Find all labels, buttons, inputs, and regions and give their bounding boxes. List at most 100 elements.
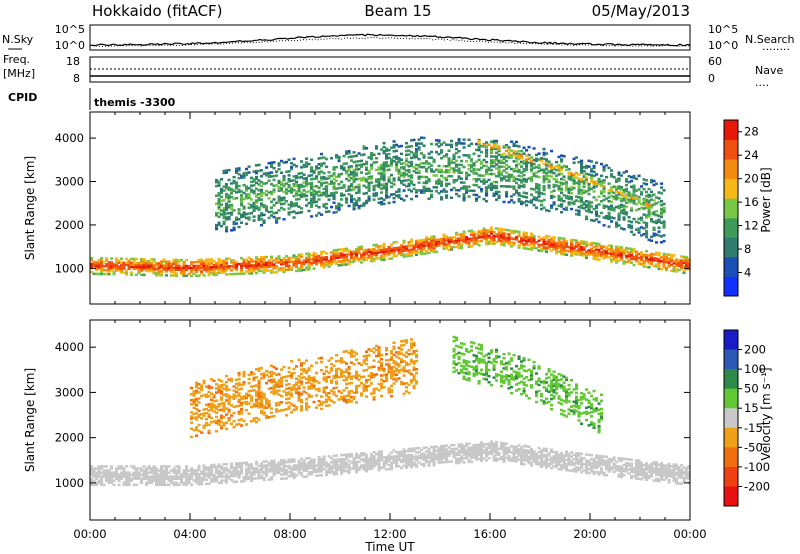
echo-cell <box>342 247 346 251</box>
echo-cell <box>460 443 464 446</box>
echo-cell <box>450 161 454 164</box>
echo-cell <box>565 196 569 200</box>
echo-cell <box>97 264 101 268</box>
echo-cell <box>90 262 94 266</box>
echo-cell <box>550 190 554 194</box>
echo-cell <box>115 267 119 270</box>
echo-cell <box>492 450 496 454</box>
echo-cell <box>412 251 416 255</box>
echo-cell <box>307 463 311 466</box>
echo-cell <box>480 144 484 148</box>
echo-cell <box>175 471 179 474</box>
echo-cell <box>335 206 339 210</box>
echo-cell <box>442 164 446 168</box>
echo-cell <box>207 270 211 273</box>
echo-cell <box>362 202 366 205</box>
echo-cell <box>680 267 684 270</box>
echo-cell <box>535 452 539 456</box>
echo-cell <box>122 271 126 274</box>
echo-cell <box>342 461 346 465</box>
echo-cell <box>325 177 329 180</box>
echo-cell <box>225 171 229 174</box>
echo-cell <box>110 261 114 264</box>
echo-cell <box>467 173 471 177</box>
echo-cell <box>602 167 606 170</box>
echo-cell <box>485 170 489 174</box>
echo-cell <box>650 180 654 184</box>
echo-cell <box>407 174 411 178</box>
echo-cell <box>227 188 231 191</box>
echo-cell <box>572 186 576 190</box>
echo-cell <box>397 158 401 162</box>
echo-cell <box>537 191 541 194</box>
echo-cell <box>485 242 489 246</box>
echo-cell <box>222 222 226 226</box>
echo-cell <box>362 184 366 187</box>
echo-cell <box>157 469 161 472</box>
echo-cell <box>150 479 154 482</box>
echo-cell <box>100 270 104 274</box>
echo-cell <box>477 154 481 158</box>
echo-cell <box>437 244 441 247</box>
echo-cell <box>267 468 271 471</box>
echo-cell <box>627 198 631 201</box>
echo-cell <box>217 221 221 224</box>
echo-cell <box>377 181 381 185</box>
echo-cell <box>215 469 219 473</box>
echo-cell <box>447 244 451 248</box>
echo-cell <box>97 266 101 270</box>
echo-cell <box>370 250 374 253</box>
echo-cell <box>390 243 394 247</box>
echo-cell <box>247 475 251 479</box>
echo-cell <box>97 262 101 266</box>
echo-cell <box>332 185 336 189</box>
echo-cell <box>440 180 444 183</box>
echo-cell <box>545 462 549 465</box>
echo-cell <box>662 210 666 214</box>
echo-cell <box>342 257 346 261</box>
echo-cell <box>645 226 649 229</box>
echo-cell <box>572 161 576 164</box>
echo-cell <box>587 202 591 206</box>
echo-cell <box>467 185 471 188</box>
echo-cell <box>275 219 279 222</box>
echo-cell <box>500 177 504 180</box>
echo-cell <box>420 454 424 458</box>
echo-cell <box>425 454 429 457</box>
echo-cell <box>497 457 501 461</box>
echo-cell <box>112 273 116 276</box>
echo-cell <box>415 150 419 153</box>
echo-cell <box>260 202 264 205</box>
echo-cell <box>637 262 641 266</box>
echo-cell <box>300 191 304 194</box>
echo-cell <box>472 231 476 234</box>
echo-cell <box>540 451 544 454</box>
echo-cell <box>532 246 536 250</box>
echo-cell <box>650 260 654 264</box>
echo-cell <box>465 442 469 446</box>
echo-cell <box>230 462 234 465</box>
echo-cell <box>267 462 271 465</box>
echo-cell <box>595 204 599 207</box>
echo-cell <box>315 192 319 196</box>
echo-cell <box>490 184 494 187</box>
echo-cell <box>652 213 656 216</box>
echo-cell <box>195 264 199 268</box>
echo-cell <box>382 145 386 149</box>
echo-cell <box>217 481 221 485</box>
echo-cell <box>460 187 464 190</box>
echo-cell <box>145 263 149 267</box>
echo-cell <box>302 268 306 272</box>
echo-cell <box>507 200 511 204</box>
echo-cell <box>415 163 419 167</box>
echo-cell <box>560 237 564 240</box>
echo-cell <box>467 460 471 464</box>
echo-cell <box>462 461 466 464</box>
echo-cell <box>247 186 251 190</box>
echo-cell <box>365 199 369 203</box>
echo-cell <box>222 206 226 210</box>
echo-cell <box>242 183 246 187</box>
echo-cell <box>547 170 551 173</box>
echo-cell <box>432 160 436 163</box>
echo-cell <box>337 264 341 267</box>
